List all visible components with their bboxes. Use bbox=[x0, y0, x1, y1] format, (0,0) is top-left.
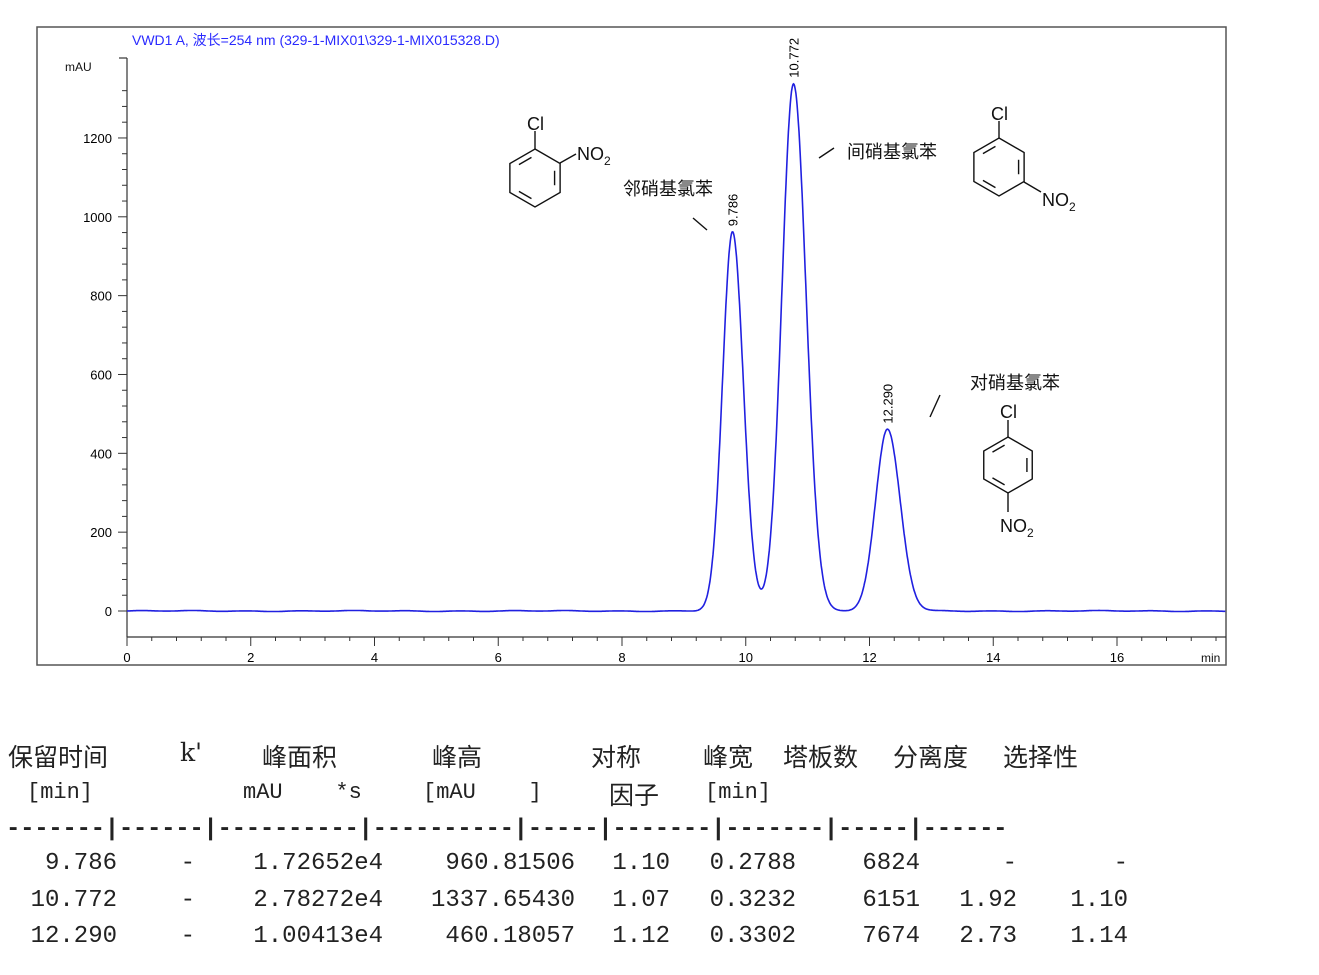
x-tick-label: 12 bbox=[862, 650, 876, 665]
callout-line bbox=[692, 217, 708, 231]
table-cell: 1337.65430 bbox=[430, 886, 575, 914]
y-axis-label: mAU bbox=[65, 60, 92, 74]
double-bond bbox=[992, 477, 1005, 486]
double-bond bbox=[992, 444, 1005, 453]
table-cell: 12.290 bbox=[30, 923, 117, 950]
table-cell: - bbox=[180, 923, 195, 950]
chromatogram-trace bbox=[127, 82, 1226, 613]
x-axis-label: min bbox=[1201, 651, 1220, 665]
cl-label: Cl bbox=[1000, 402, 1017, 422]
y-tick-label: 600 bbox=[90, 367, 112, 382]
y-tick-label: 400 bbox=[90, 446, 112, 461]
table-cell: 1.07 bbox=[612, 886, 670, 914]
no2-label: NO2 bbox=[1000, 516, 1034, 540]
table-cell: 1.14 bbox=[1070, 923, 1128, 950]
x-tick-label: 8 bbox=[618, 650, 625, 665]
table-cell: - bbox=[1113, 850, 1128, 877]
table-cell: 0.2788 bbox=[709, 850, 796, 877]
table-cell: 0.3302 bbox=[709, 923, 796, 950]
table-cell: 6824 bbox=[862, 850, 920, 877]
column-header: 峰宽 bbox=[703, 743, 754, 772]
bond bbox=[1023, 181, 1042, 193]
table-cell: 2.73 bbox=[959, 923, 1017, 950]
x-tick-label: 2 bbox=[247, 650, 254, 665]
column-subheader: mAU *s bbox=[243, 780, 362, 805]
compound-label-ortho: 邻硝基氯苯 bbox=[623, 179, 713, 200]
benzene-ring bbox=[509, 148, 561, 208]
x-tick-label: 6 bbox=[495, 650, 502, 665]
column-header: 对称 bbox=[591, 743, 642, 772]
table-cell: 1.10 bbox=[612, 850, 670, 877]
column-header: 峰面积 bbox=[262, 743, 338, 772]
x-tick-label: 0 bbox=[123, 650, 130, 665]
peak-rt-label: 9.786 bbox=[726, 194, 741, 227]
table-cell: - bbox=[180, 886, 195, 914]
cl-label: Cl bbox=[991, 104, 1008, 124]
no2-label: NO2 bbox=[1042, 190, 1076, 214]
column-subheader: 因子 bbox=[609, 781, 660, 810]
table-cell: 960.81506 bbox=[445, 850, 575, 877]
y-tick-label: 1000 bbox=[83, 210, 112, 225]
y-tick-label: 0 bbox=[105, 604, 112, 619]
peak-rt-label: 12.290 bbox=[880, 384, 895, 424]
compound-label-meta: 间硝基氯苯 bbox=[847, 142, 937, 163]
table-cell: 1.92 bbox=[959, 886, 1017, 914]
x-tick-label: 14 bbox=[986, 650, 1000, 665]
cl-label: Cl bbox=[527, 114, 544, 134]
column-header: 塔板数 bbox=[783, 743, 859, 772]
compound-label-para: 对硝基氯苯 bbox=[970, 373, 1060, 394]
table-cell: 1.10 bbox=[1070, 886, 1128, 914]
table-cell: 460.18057 bbox=[445, 923, 575, 950]
chromatogram-chart: VWD1 A, 波长=254 nm (329-1-MIX01\329-1-MIX… bbox=[36, 26, 1227, 666]
column-header: 选择性 bbox=[1003, 743, 1079, 772]
table-cell: 6151 bbox=[862, 886, 920, 914]
peak-rt-label: 10.772 bbox=[787, 38, 802, 78]
column-header: 峰高 bbox=[432, 743, 483, 772]
double-bond bbox=[518, 156, 532, 166]
plot-frame bbox=[36, 26, 1227, 666]
table-cell: 0.3232 bbox=[709, 886, 796, 914]
column-header: 保留时间 bbox=[8, 743, 109, 772]
column-header: 分离度 bbox=[893, 743, 969, 772]
table-separator: -------|------|----------|----------|---… bbox=[6, 816, 1008, 843]
column-subheader: [min] bbox=[705, 780, 772, 805]
y-tick-label: 800 bbox=[90, 289, 112, 304]
double-bond bbox=[982, 179, 996, 189]
y-tick-label: 1200 bbox=[83, 131, 112, 146]
table-cell: 1.12 bbox=[612, 923, 670, 950]
table-cell: 7674 bbox=[862, 923, 920, 950]
x-tick-label: 10 bbox=[739, 650, 753, 665]
callout-line bbox=[929, 394, 941, 418]
table-cell: 10.772 bbox=[30, 886, 117, 914]
table-cell: - bbox=[180, 850, 195, 877]
table-cell: - bbox=[1002, 850, 1017, 877]
no2-label: NO2 bbox=[577, 144, 611, 168]
chart-title: VWD1 A, 波长=254 nm (329-1-MIX01\329-1-MIX… bbox=[132, 32, 500, 48]
callout-line bbox=[818, 147, 835, 159]
table-cell: 1.72652e4 bbox=[253, 850, 383, 877]
peak-table: -------|------|----------|----------|---… bbox=[0, 730, 1319, 970]
x-tick-label: 16 bbox=[1110, 650, 1124, 665]
benzene-ring bbox=[973, 137, 1025, 197]
column-subheader: [mAU ] bbox=[423, 780, 542, 805]
double-bond bbox=[518, 190, 532, 200]
bond bbox=[559, 153, 577, 164]
double-bond bbox=[982, 145, 996, 155]
table-cell: 1.00413e4 bbox=[253, 923, 383, 950]
y-tick-label: 200 bbox=[90, 525, 112, 540]
table-cell: 9.786 bbox=[44, 850, 117, 877]
column-subheader: [min] bbox=[27, 780, 94, 805]
x-tick-label: 4 bbox=[371, 650, 378, 665]
table-cell: 2.78272e4 bbox=[253, 886, 383, 914]
column-header: k' bbox=[180, 738, 203, 767]
